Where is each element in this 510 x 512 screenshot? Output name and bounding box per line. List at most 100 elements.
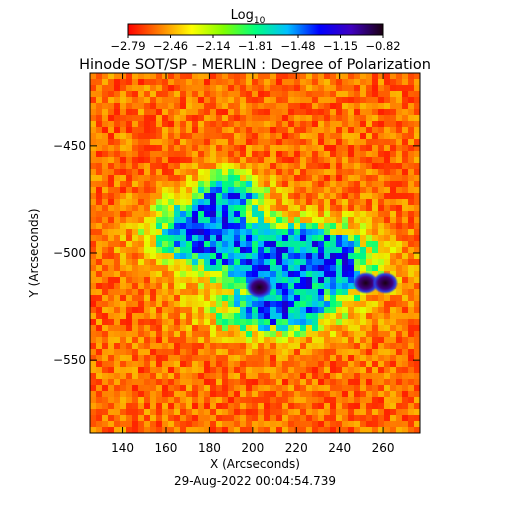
map-cell [414, 241, 420, 247]
map-cell [162, 331, 168, 337]
map-cell [132, 283, 138, 289]
map-cell [378, 115, 384, 121]
map-cell [294, 331, 300, 337]
map-cell [102, 319, 108, 325]
map-cell [228, 199, 234, 205]
map-cell [96, 349, 102, 355]
map-cell [234, 217, 240, 223]
map-cell [372, 175, 378, 181]
map-cell [162, 181, 168, 187]
map-cell [90, 259, 96, 265]
map-cell [240, 385, 246, 391]
map-cell [120, 187, 126, 193]
map-cell [270, 295, 276, 301]
map-cell [138, 181, 144, 187]
map-cell [240, 277, 246, 283]
map-cell [312, 421, 318, 427]
map-cell [324, 199, 330, 205]
map-cell [360, 235, 366, 241]
map-cell [348, 199, 354, 205]
map-cell [90, 79, 96, 85]
map-cell [126, 211, 132, 217]
map-cell [192, 325, 198, 331]
map-cell [294, 73, 300, 79]
map-cell [156, 379, 162, 385]
map-cell [312, 103, 318, 109]
map-cell [162, 421, 168, 427]
map-cell [222, 217, 228, 223]
map-cell [150, 79, 156, 85]
map-cell [294, 265, 300, 271]
map-cell [372, 379, 378, 385]
map-cell [384, 361, 390, 367]
map-cell [252, 271, 258, 277]
map-cell [192, 283, 198, 289]
map-cell [246, 361, 252, 367]
map-cell [90, 115, 96, 121]
map-cell [396, 199, 402, 205]
map-cell [408, 313, 414, 319]
map-cell [372, 337, 378, 343]
map-cell [348, 325, 354, 331]
map-cell [216, 211, 222, 217]
map-cell [336, 361, 342, 367]
map-cell [162, 187, 168, 193]
map-cell [102, 217, 108, 223]
map-cell [138, 235, 144, 241]
map-cell [414, 307, 420, 313]
map-cell [372, 109, 378, 115]
map-cell [216, 175, 222, 181]
map-cell [102, 229, 108, 235]
map-cell [228, 97, 234, 103]
map-cell [384, 109, 390, 115]
map-cell [414, 91, 420, 97]
map-cell [138, 169, 144, 175]
map-cell [186, 325, 192, 331]
map-cell [390, 145, 396, 151]
map-cell [210, 109, 216, 115]
map-cell [306, 391, 312, 397]
map-cell [360, 397, 366, 403]
map-cell [330, 349, 336, 355]
map-cell [366, 307, 372, 313]
map-cell [252, 127, 258, 133]
map-cell [360, 373, 366, 379]
map-cell [324, 343, 330, 349]
map-cell [132, 331, 138, 337]
map-cell [168, 121, 174, 127]
map-cell [336, 151, 342, 157]
map-cell [408, 85, 414, 91]
map-cell [312, 403, 318, 409]
map-cell [348, 409, 354, 415]
map-cell [228, 163, 234, 169]
map-cell [312, 355, 318, 361]
map-cell [252, 205, 258, 211]
map-cell [234, 151, 240, 157]
map-cell [396, 241, 402, 247]
map-cell [222, 379, 228, 385]
map-cell [366, 313, 372, 319]
map-cell [408, 133, 414, 139]
map-cell [288, 373, 294, 379]
map-cell [246, 409, 252, 415]
map-cell [360, 79, 366, 85]
map-cell [288, 427, 294, 433]
map-cell [378, 361, 384, 367]
map-cell [138, 265, 144, 271]
map-cell [288, 367, 294, 373]
map-cell [198, 139, 204, 145]
map-cell [162, 319, 168, 325]
map-cell [240, 163, 246, 169]
map-cell [258, 127, 264, 133]
map-cell [144, 91, 150, 97]
map-cell [108, 199, 114, 205]
map-cell [372, 343, 378, 349]
map-cell [186, 145, 192, 151]
map-cell [372, 289, 378, 295]
map-cell [348, 139, 354, 145]
map-cell [90, 229, 96, 235]
map-cell [348, 271, 354, 277]
map-cell [294, 397, 300, 403]
map-cell [156, 391, 162, 397]
map-cell [300, 103, 306, 109]
